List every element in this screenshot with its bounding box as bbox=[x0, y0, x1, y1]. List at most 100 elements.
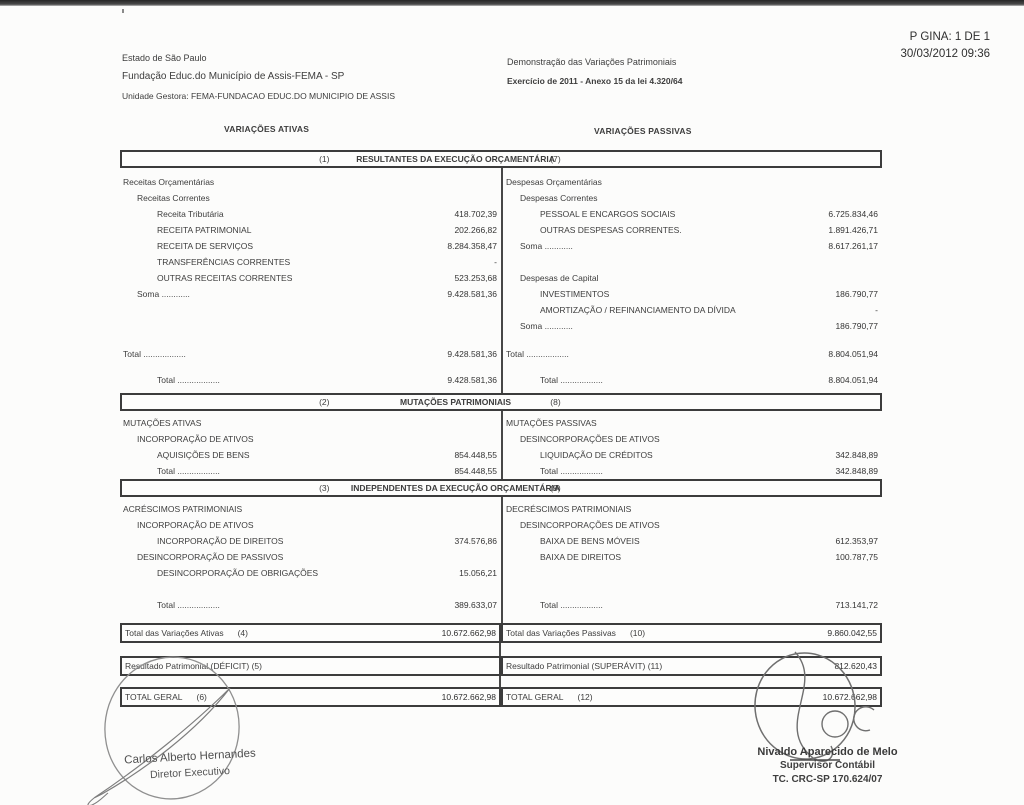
section-2-header: (2) MUTAÇÕES PATRIMONIAIS (8) bbox=[120, 393, 882, 411]
spacer bbox=[120, 676, 882, 687]
total-label: Total das Variações Passivas bbox=[506, 628, 616, 638]
grand-total-active-box: TOTAL GERAL (6) 10.672.662,98 bbox=[120, 687, 501, 707]
section-3-body: ACRÉSCIMOS PATRIMONIAIS INCORPORAÇÃO DE … bbox=[120, 497, 882, 623]
report-subtitle: Exercício de 2011 - Anexo 15 da lei 4.32… bbox=[507, 76, 683, 86]
spacer bbox=[503, 254, 882, 270]
spacer bbox=[503, 362, 882, 372]
row-value: 523.253,68 bbox=[454, 273, 497, 283]
row-label: MUTAÇÕES ATIVAS bbox=[123, 418, 202, 428]
section-1-active-column: Receitas Orçamentárias Receitas Corrente… bbox=[120, 168, 501, 393]
page-number: P GINA: 1 DE 1 bbox=[909, 31, 990, 43]
row-value: 8.804.051,94 bbox=[828, 349, 878, 359]
signatory-name-right: Nivaldo Aparecido de Melo bbox=[757, 746, 898, 758]
section-2-left-number: (2) bbox=[319, 397, 330, 407]
row-label: Despesas de Capital bbox=[520, 273, 599, 283]
table-row: Total .................. 854.448,55 bbox=[120, 463, 501, 479]
section-2-passive-column: MUTAÇÕES PASSIVAS DESINCORPORAÇÕES DE AT… bbox=[501, 411, 882, 479]
row-value bbox=[878, 270, 882, 286]
row-label: DESINCORPORAÇÕES DE ATIVOS bbox=[520, 434, 660, 444]
row-label: Soma ............ bbox=[520, 321, 573, 331]
spacer bbox=[120, 302, 501, 346]
row-value: 9.428.581,36 bbox=[447, 289, 497, 299]
table-row: MUTAÇÕES ATIVAS bbox=[120, 415, 501, 431]
row-label: INCORPORAÇÃO DE DIREITOS bbox=[157, 536, 284, 546]
spacer bbox=[120, 362, 501, 372]
page-info: P GINA: 1 DE 1 30/03/2012 09:36 bbox=[900, 29, 990, 63]
active-variations-heading: VARIAÇÕES ATIVAS bbox=[224, 124, 310, 134]
row-label: Total .................. bbox=[540, 375, 603, 385]
row-label: Total .................. bbox=[157, 466, 220, 476]
table-row: Total .................. 9.428.581,36 bbox=[120, 372, 501, 388]
spacer bbox=[503, 334, 882, 346]
table-row: AMORTIZAÇÃO / REFINANCIAMENTO DA DÍVIDA - bbox=[503, 302, 882, 318]
row-label: BAIXA DE BENS MÓVEIS bbox=[540, 536, 640, 546]
row-value: 202.266,82 bbox=[454, 225, 497, 235]
section-3-passive-column: DECRÉSCIMOS PATRIMONIAIS DESINCORPORAÇÕE… bbox=[501, 497, 882, 623]
total-marker: (12) bbox=[577, 692, 593, 702]
row-value: 8.617.261,17 bbox=[828, 241, 878, 251]
section-3-left-number: (3) bbox=[319, 483, 330, 493]
section-1-title: RESULTANTES DA EXECUÇÃO ORÇAMENTÁRIA bbox=[356, 154, 555, 164]
row-value: - bbox=[875, 305, 878, 315]
section-1-left-number: (1) bbox=[319, 154, 330, 164]
table-row: INVESTIMENTOS 186.790,77 bbox=[503, 286, 882, 302]
table-row: OUTRAS RECEITAS CORRENTES 523.253,68 bbox=[120, 270, 501, 286]
row-value: 342.848,89 bbox=[835, 450, 878, 460]
table-row: Receitas Correntes bbox=[120, 190, 501, 206]
scan-speck bbox=[122, 9, 124, 13]
row-label: BAIXA DE DIREITOS bbox=[540, 552, 622, 562]
row-label: DECRÉSCIMOS PATRIMONIAIS bbox=[506, 504, 632, 514]
table-row: BAIXA DE DIREITOS 100.787,75 bbox=[503, 549, 882, 565]
total-marker: (6) bbox=[196, 692, 207, 702]
table-row: DESINCORPORAÇÃO DE OBRIGAÇÕES 15.056,21 bbox=[120, 565, 501, 581]
row-value: 342.848,89 bbox=[835, 466, 878, 476]
managing-unit: Unidade Gestora: FEMA-FUNDACAO EDUC.DO M… bbox=[122, 91, 396, 101]
row-value bbox=[878, 190, 882, 206]
total-variations-row: Total das Variações Ativas (4) 10.672.66… bbox=[120, 623, 882, 643]
table-row: DESINCORPORAÇÕES DE ATIVOS bbox=[503, 517, 882, 533]
row-value: 374.576,86 bbox=[454, 536, 497, 546]
row-value: 418.702,39 bbox=[454, 209, 497, 219]
table-row: ACRÉSCIMOS PATRIMONIAIS bbox=[120, 501, 501, 517]
total-active-variations-box: Total das Variações Ativas (4) 10.672.66… bbox=[120, 623, 501, 643]
table-row: Soma ............ 186.790,77 bbox=[503, 318, 882, 334]
row-label: RECEITA PATRIMONIAL bbox=[157, 225, 252, 235]
row-value: 713.141,72 bbox=[835, 600, 878, 610]
row-value bbox=[878, 431, 882, 447]
section-1-body: Receitas Orçamentárias Receitas Corrente… bbox=[120, 168, 882, 393]
variations-table: (1) RESULTANTES DA EXECUÇÃO ORÇAMENTÁRIA… bbox=[120, 150, 882, 707]
row-label: INVESTIMENTOS bbox=[540, 289, 610, 299]
section-1-passive-column: Despesas Orçamentárias Despesas Corrente… bbox=[501, 168, 882, 393]
row-value bbox=[878, 501, 882, 517]
result-deficit-box: Resultado Patrimonial (DÉFICIT) (5) bbox=[120, 656, 501, 676]
row-label: Soma ............ bbox=[137, 289, 190, 299]
row-label: ACRÉSCIMOS PATRIMONIAIS bbox=[123, 504, 243, 514]
total-value: 10.672.662,98 bbox=[441, 628, 496, 638]
total-value: 10.672.662,98 bbox=[441, 692, 496, 702]
section-1-right-number: (7) bbox=[550, 154, 561, 164]
section-3-title: INDEPENDENTES DA EXECUÇÃO ORÇAMENTÁRIA bbox=[350, 483, 561, 493]
section-1-header: (1) RESULTANTES DA EXECUÇÃO ORÇAMENTÁRIA… bbox=[120, 150, 882, 168]
row-value: 612.353,97 bbox=[835, 536, 878, 546]
table-row: Despesas Orçamentárias bbox=[503, 174, 882, 190]
signatory-title-right: Supervisor Contábil bbox=[779, 760, 875, 771]
section-2-right-number: (8) bbox=[550, 397, 561, 407]
table-row: RECEITA PATRIMONIAL 202.266,82 bbox=[120, 222, 501, 238]
row-label: Soma ............ bbox=[520, 241, 573, 251]
total-label: Resultado Patrimonial (SUPERÁVIT) (11) bbox=[506, 661, 663, 671]
row-label: DESINCORPORAÇÃO DE PASSIVOS bbox=[137, 552, 284, 562]
row-value: 389.633,07 bbox=[454, 600, 497, 610]
row-label: Receita Tributária bbox=[157, 209, 224, 219]
row-label: Total .................. bbox=[540, 600, 603, 610]
table-row: Total .................. 8.804.051,94 bbox=[503, 346, 882, 362]
row-label: Total .................. bbox=[540, 466, 603, 476]
total-label: TOTAL GERAL bbox=[506, 692, 564, 702]
table-row: BAIXA DE BENS MÓVEIS 612.353,97 bbox=[503, 533, 882, 549]
row-label: INCORPORAÇÃO DE ATIVOS bbox=[137, 520, 254, 530]
row-label: Receitas Correntes bbox=[137, 193, 210, 203]
row-value: 9.428.581,36 bbox=[447, 375, 497, 385]
spacer bbox=[120, 581, 501, 597]
row-value: - bbox=[494, 257, 497, 267]
report-title: Demonstração das Variações Patrimoniais bbox=[507, 57, 677, 67]
entity-name: Fundação Educ.do Município de Assis-FEMA… bbox=[122, 71, 345, 82]
